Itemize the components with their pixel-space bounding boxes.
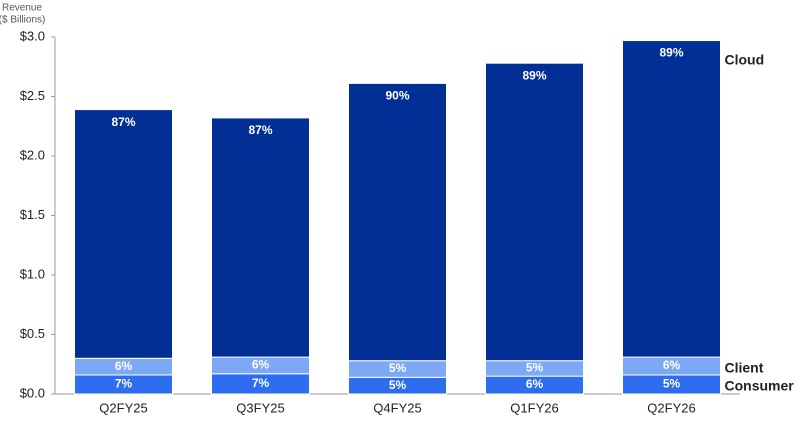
segment-label: 6% [526,377,544,391]
bar-segment [211,117,310,358]
bar-segment [74,109,173,359]
bar-segment [348,82,447,362]
segment-label: 7% [115,377,133,391]
y-tick-label: $3.0 [20,28,45,43]
y-tick-label: $2.0 [20,147,45,162]
x-tick-label: Q4FY25 [373,400,421,415]
x-tick-label: Q2FY26 [647,400,695,415]
segment-label: 6% [663,358,681,372]
segment-label: 90% [385,89,409,103]
y-tick-label: $2.5 [20,88,45,103]
y-axis-title: Revenue [2,3,42,14]
y-tick-label: $1.0 [20,266,45,281]
y-axis-title: ($ Billions) [0,15,45,26]
x-tick-label: Q1FY26 [510,400,558,415]
segment-label: 89% [522,68,546,82]
segment-label: 5% [389,361,407,375]
y-tick-label: $0.0 [20,385,45,400]
segment-label: 6% [115,359,133,373]
segment-label: 5% [663,377,681,391]
segment-label: 87% [111,115,135,129]
bar-segment [485,62,584,362]
legend-label: Consumer [725,378,795,394]
x-tick-label: Q2FY25 [99,400,147,415]
segment-label: 5% [389,378,407,392]
bar-segment [622,40,721,358]
y-tick-label: $0.5 [20,326,45,341]
segment-label: 7% [252,376,270,390]
x-tick-label: Q3FY25 [236,400,284,415]
y-tick-label: $1.5 [20,207,45,222]
segment-label: 89% [659,46,683,60]
segment-label: 87% [248,123,272,137]
segment-label: 5% [526,361,544,375]
legend-label: Client [725,360,764,376]
legend-label: Cloud [725,51,765,67]
segment-label: 6% [252,358,270,372]
